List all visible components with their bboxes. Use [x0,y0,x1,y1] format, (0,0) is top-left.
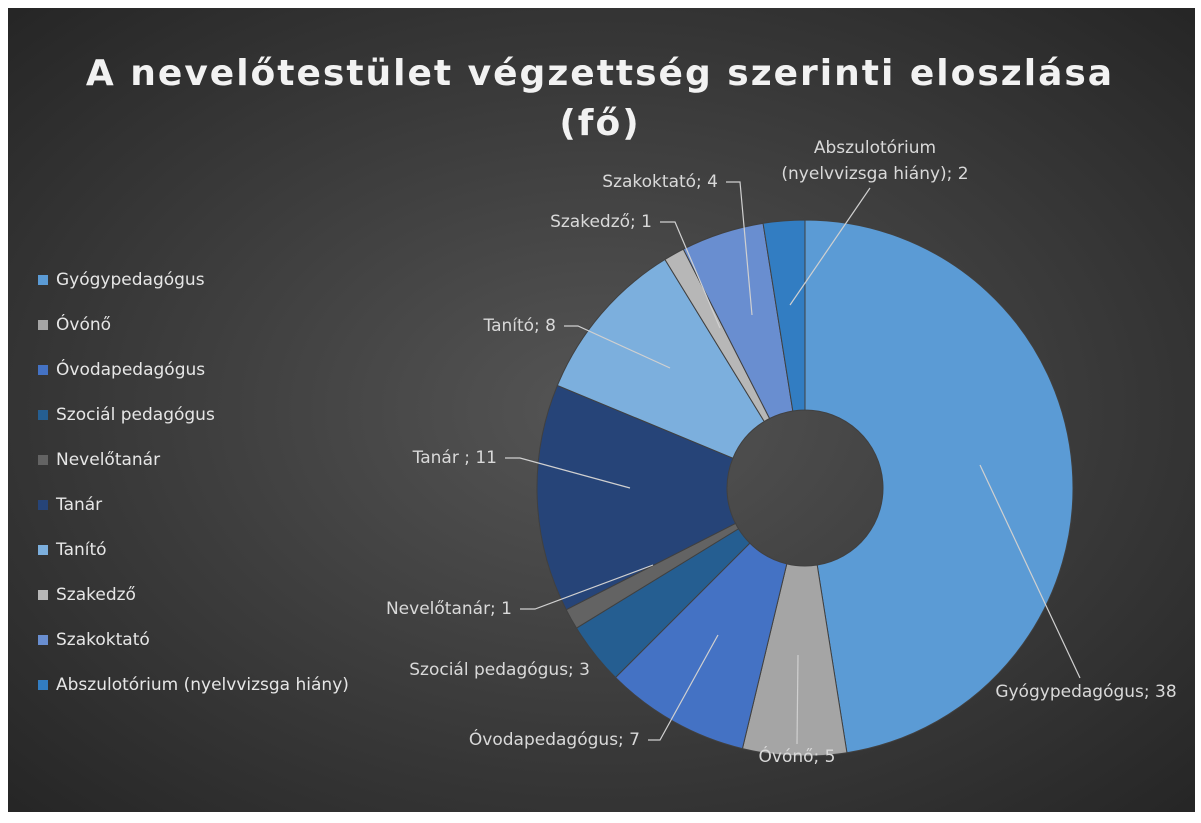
leader-line [796,654,799,745]
chart-title: A nevelőtestület végzettség szerinti elo… [86,53,1114,144]
data-label: Abszulotórium (nyelvvizsga hiány); 2 [781,138,968,184]
legend-swatch [38,410,48,420]
leader-line [520,564,654,610]
legend-swatch [38,455,48,465]
leader-line [789,187,871,306]
leader-line [979,464,1081,679]
leader-line [648,634,719,741]
leader-line [564,325,671,369]
data-label: Tanár ; 11 [412,448,497,468]
legend-label: Óvónő [56,313,111,335]
data-label: Tanító; 8 [483,316,557,336]
data-label: Óvónő; 5 [759,745,836,767]
legend-label: Tanító [55,540,107,560]
legend-swatch [38,275,48,285]
legend-label: Óvodapedagógus [56,358,205,380]
legend-swatch [38,590,48,600]
data-label: Óvodapedagógus; 7 [469,728,640,750]
legend-label: Szociál pedagógus [56,405,215,425]
leader-line [505,457,631,489]
leader-line [726,181,753,316]
legend-label: Szakedző [56,585,136,605]
legend-swatch [38,545,48,555]
legend-swatch [38,680,48,690]
leader-line [660,221,721,329]
donut-slice [762,219,806,412]
data-label: Gyógypedagógus; 38 [995,682,1176,702]
donut-slice [556,258,765,459]
legend-label: Abszulotórium (nyelvvizsga hiány) [56,675,349,695]
data-label: Szakedző; 1 [550,212,652,232]
legend-swatch [38,635,48,645]
legend-swatch [38,320,48,330]
legend-label: Tanár [55,495,102,515]
legend-label: Szakoktató [56,630,150,650]
data-label: Szakoktató; 4 [602,172,718,192]
donut-slice [804,219,1074,754]
data-label: Szociál pedagógus; 3 [409,660,590,680]
data-label: Nevelőtanár; 1 [386,599,512,619]
donut-slice [614,542,788,750]
legend-label: Nevelőtanár [56,450,160,470]
legend-label: Gyógypedagógus [56,270,205,290]
legend-swatch [38,500,48,510]
legend-swatch [38,365,48,375]
donut-slice [536,384,737,611]
